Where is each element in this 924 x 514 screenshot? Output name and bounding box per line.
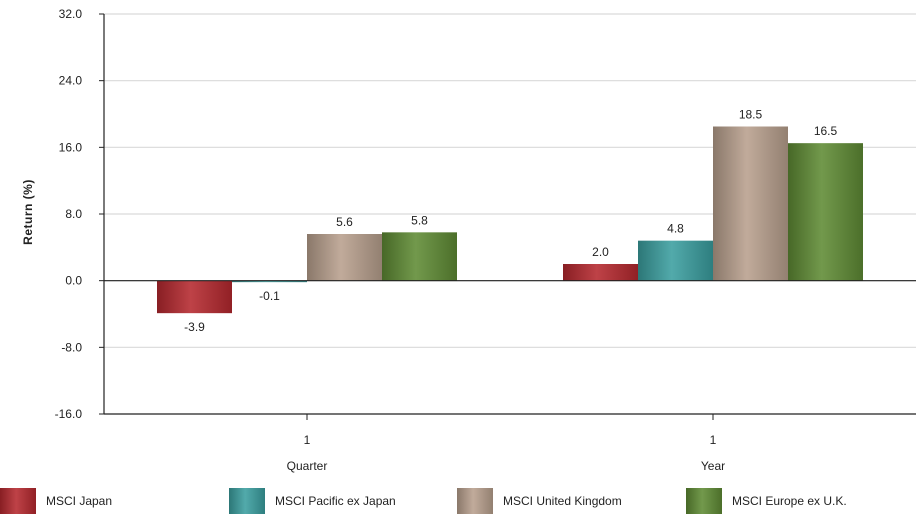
legend: MSCI Japan MSCI Pacific ex Japan MSCI Unit… <box>0 488 924 514</box>
bar <box>157 280 232 314</box>
y-tick-label: -16.0 <box>55 407 83 421</box>
chart: 32.0 24.0 16.0 8.0 0.0 -8.0 -16.0 1 Quarter 1 Yea… <box>21 7 916 473</box>
legend-item: MSCI United Kingdom <box>457 488 622 514</box>
legend-item: MSCI Pacific ex Japan <box>229 488 396 514</box>
legend-item: MSCI Japan <box>0 488 112 514</box>
x-category-label: Quarter <box>287 459 328 473</box>
bar <box>232 280 307 283</box>
x-tick-label: 1 <box>304 433 311 447</box>
y-axis-label: Return (%) <box>21 179 35 245</box>
data-label: 18.5 <box>739 108 763 122</box>
y-tick-label: 0.0 <box>65 274 82 288</box>
y-tick-label: 32.0 <box>59 7 83 21</box>
legend-label: MSCI Japan <box>46 494 113 508</box>
axes <box>99 13 916 420</box>
bar <box>382 232 457 281</box>
legend-item: MSCI Europe ex U.K. <box>686 488 847 514</box>
y-tick-labels: 32.0 24.0 16.0 8.0 0.0 -8.0 -16.0 <box>55 7 83 421</box>
legend-swatch <box>686 488 722 514</box>
legend-label: MSCI Europe ex U.K. <box>732 494 847 508</box>
legend-label: MSCI Pacific ex Japan <box>275 494 396 508</box>
y-tick-label: 8.0 <box>65 207 82 221</box>
bar <box>713 126 788 281</box>
x-category-label: Year <box>701 459 725 473</box>
data-label: -3.9 <box>184 320 205 334</box>
data-label: 2.0 <box>592 245 609 259</box>
bar <box>788 143 863 281</box>
data-label: 5.6 <box>336 215 353 229</box>
data-label: 4.8 <box>667 222 684 236</box>
legend-label: MSCI United Kingdom <box>503 494 622 508</box>
bar <box>307 234 382 281</box>
y-tick-label: 24.0 <box>59 74 83 88</box>
data-labels: -3.9 -0.1 5.6 5.8 2.0 4.8 18.5 16.5 <box>184 108 837 335</box>
data-label: -0.1 <box>259 289 280 303</box>
bars <box>157 126 863 314</box>
y-tick-label: -8.0 <box>61 340 82 354</box>
legend-swatch <box>229 488 265 514</box>
x-tick-labels: 1 Quarter 1 Year <box>287 433 725 473</box>
legend-swatch <box>457 488 493 514</box>
data-label: 16.5 <box>814 124 838 138</box>
bar <box>563 264 638 281</box>
x-tick-label: 1 <box>710 433 717 447</box>
y-tick-label: 16.0 <box>59 140 83 154</box>
legend-swatch <box>0 488 36 514</box>
data-label: 5.8 <box>411 213 428 227</box>
bar <box>638 240 713 281</box>
